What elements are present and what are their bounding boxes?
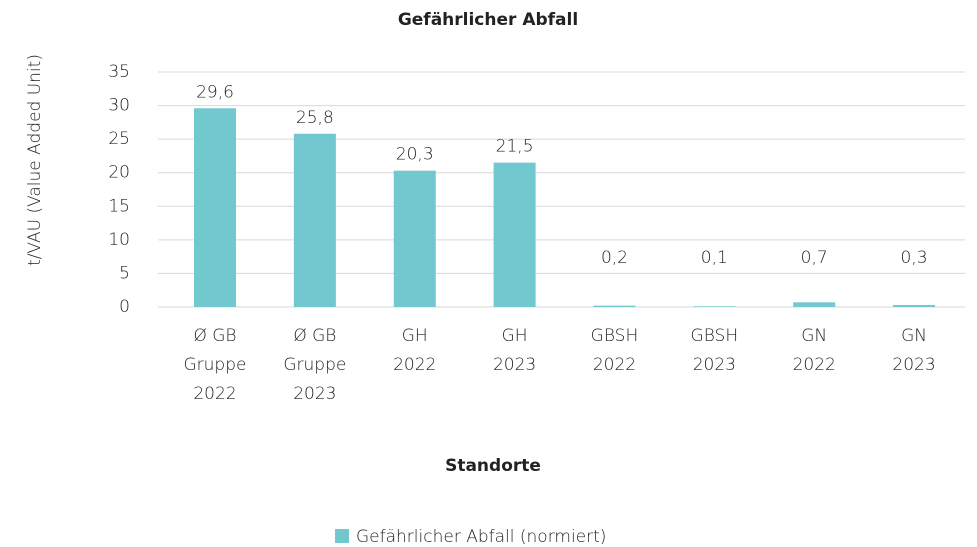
y-tick-label: 0	[119, 297, 130, 317]
data-label: 29,6	[196, 82, 234, 102]
data-label: 0,3	[901, 248, 928, 268]
bar	[393, 170, 436, 307]
x-tick-label-line: GBSH	[591, 326, 639, 346]
chart-title: Gefährlicher Abfall	[398, 10, 578, 30]
x-axis-label: Standorte	[445, 456, 541, 476]
data-label: 0,7	[801, 248, 828, 268]
y-tick-label: 35	[108, 62, 130, 82]
bar	[194, 108, 236, 307]
x-tick-label-line: 2023	[693, 355, 736, 375]
legend-label: Gefährlicher Abfall (normiert)	[356, 527, 606, 547]
x-tick-label-line: 2023	[493, 355, 536, 375]
bar	[693, 306, 736, 307]
bar	[293, 133, 336, 307]
x-tick-label-line: 2023	[293, 384, 336, 404]
x-tick-label: Ø GB Gruppe 2022	[184, 326, 247, 404]
x-tick-label: GN 2023	[892, 326, 935, 375]
bar	[893, 304, 936, 307]
y-tick-label: 30	[108, 96, 130, 116]
x-tick-label-line: Ø GB	[293, 326, 336, 346]
legend-swatch	[335, 529, 349, 543]
y-tick-label: 15	[108, 196, 130, 216]
data-label: 0,2	[601, 248, 628, 268]
bar	[593, 305, 636, 307]
x-tick-label-line: 2022	[393, 355, 436, 375]
x-tick-label: GBSH 2023	[691, 326, 739, 375]
y-tick-label: 20	[108, 163, 130, 183]
bar	[793, 302, 836, 307]
x-tick-label-line: GH	[502, 326, 528, 346]
x-tick-label: GN 2022	[793, 326, 836, 375]
x-tick-label-line: 2022	[793, 355, 836, 375]
x-tick-label-line: GN	[801, 326, 827, 346]
x-tick-label-line: GBSH	[691, 326, 739, 346]
x-tick-label: GH 2023	[493, 326, 536, 375]
data-label: 25,8	[296, 108, 334, 128]
x-tick-label-line: Gruppe	[184, 355, 247, 375]
x-tick-label-line: GH	[402, 326, 428, 346]
y-axis-label: t/VAU (Value Added Unit)	[25, 54, 45, 266]
y-tick-label: 10	[108, 230, 130, 250]
y-tick-label: 25	[108, 129, 130, 149]
x-tick-label-line: 2022	[193, 384, 236, 404]
x-tick-label-line: Ø GB	[193, 326, 236, 346]
bar	[493, 162, 536, 307]
data-label: 21,5	[496, 137, 534, 157]
x-tick-label-line: GN	[901, 326, 927, 346]
x-tick-label: GH 2022	[393, 326, 436, 375]
x-tick-label: GBSH 2022	[591, 326, 639, 375]
x-tick-label-line: 2023	[892, 355, 935, 375]
x-tick-label-line: 2022	[593, 355, 636, 375]
data-label: 20,3	[396, 145, 434, 165]
y-tick-label: 5	[119, 263, 130, 283]
data-label: 0,1	[701, 248, 728, 268]
x-tick-label: Ø GB Gruppe 2023	[283, 326, 346, 404]
x-tick-label-line: Gruppe	[283, 355, 346, 375]
